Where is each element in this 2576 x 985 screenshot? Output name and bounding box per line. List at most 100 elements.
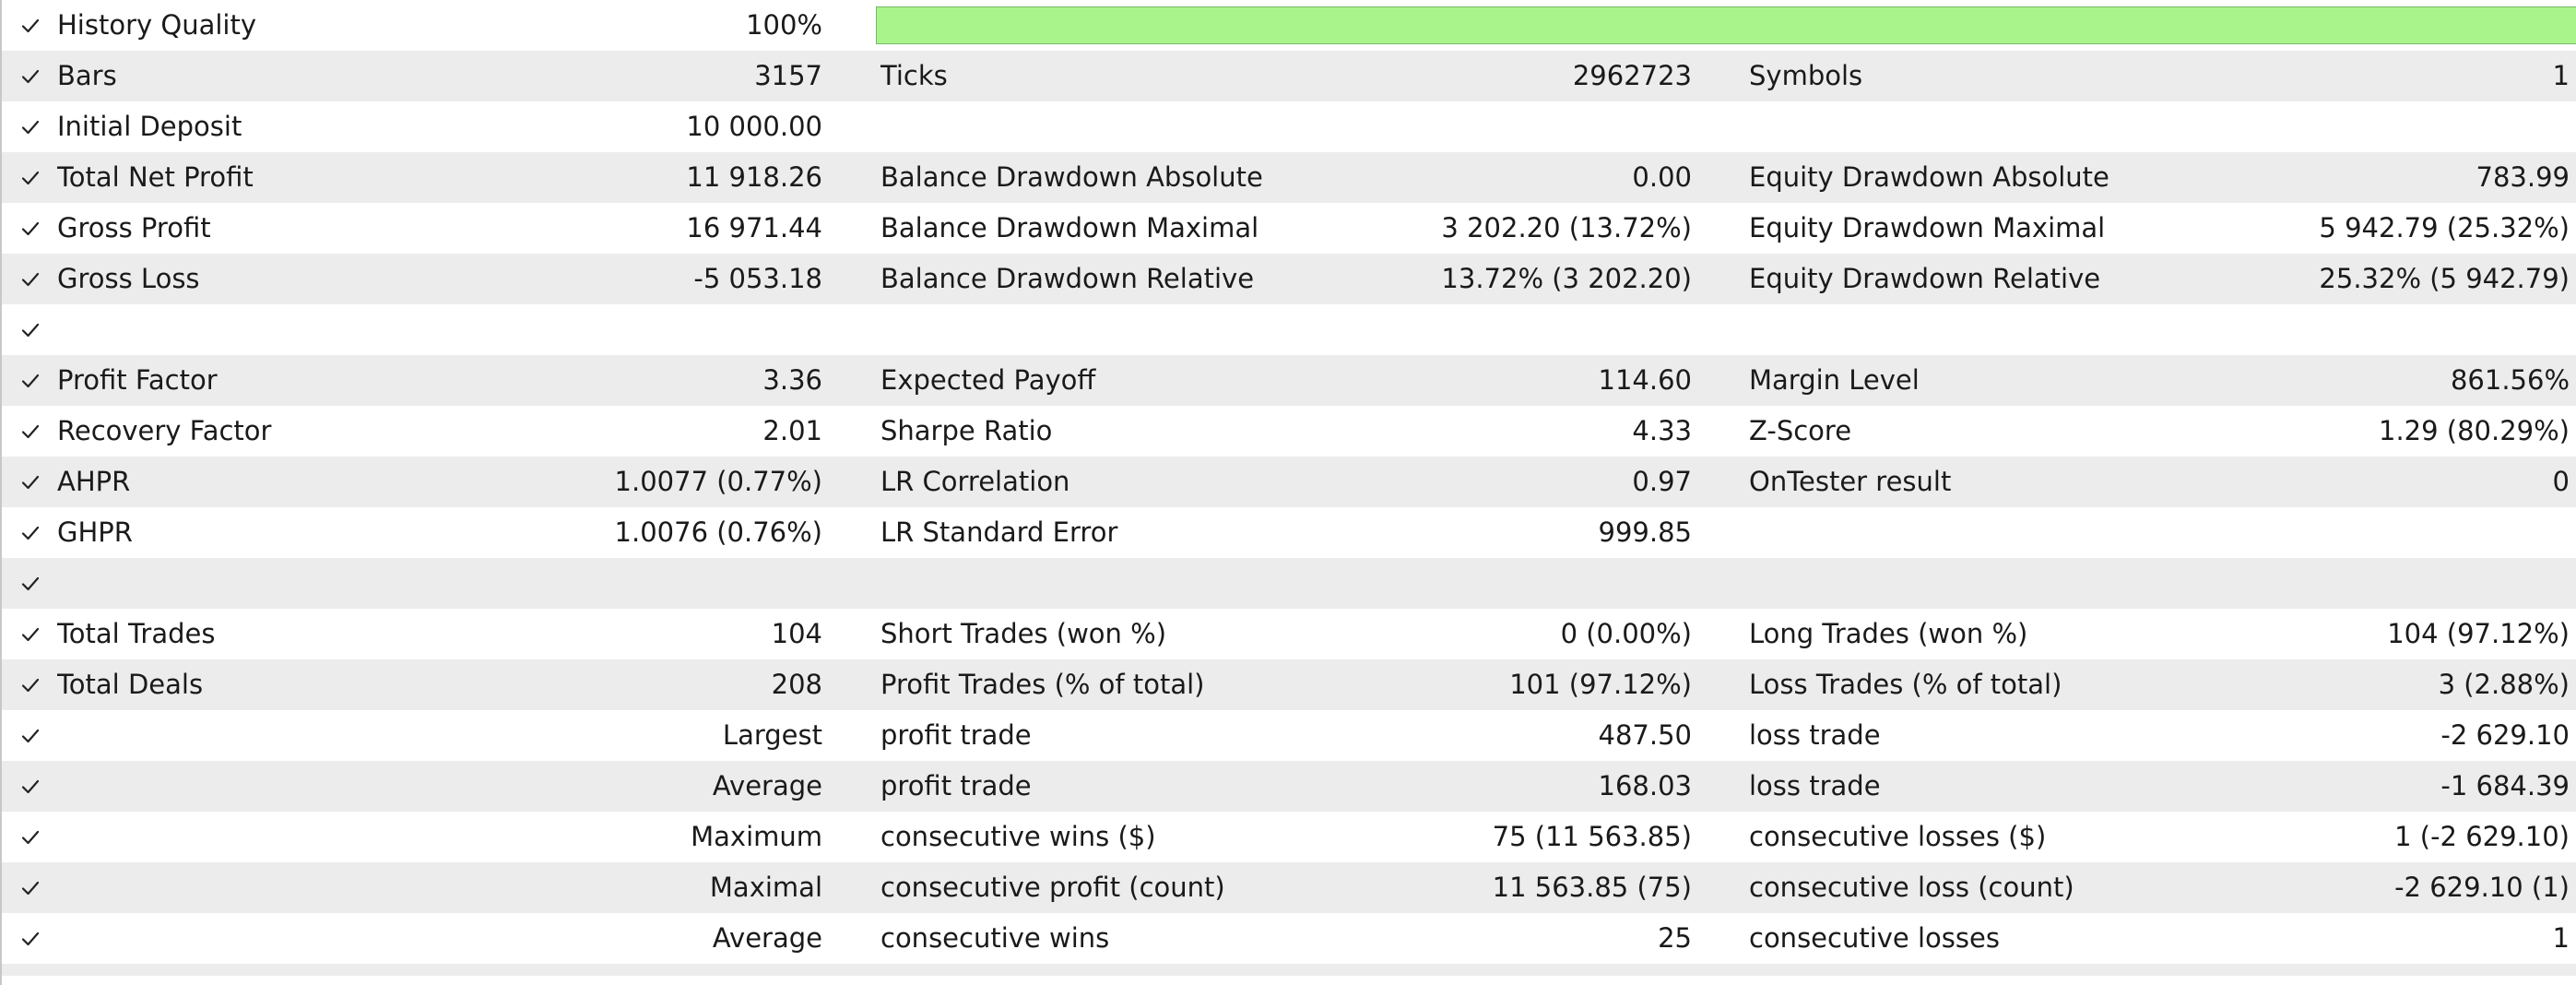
stat-value: 1 [2552, 922, 2570, 954]
stat-value: 999.85 [1598, 516, 1692, 548]
stat-label: Margin Level [1749, 364, 1920, 396]
history-quality-bar-fill [877, 7, 2576, 43]
stat-value: 3.36 [762, 364, 822, 396]
check-icon[interactable] [18, 406, 42, 457]
stat-label: Recovery Factor [57, 415, 272, 446]
stat-label: Bars [57, 60, 117, 91]
stat-value: 0.00 [1632, 161, 1692, 193]
stat-label: GHPR [57, 516, 133, 548]
stat-value [1286, 101, 1692, 152]
stat-value: 16 971.44 [686, 212, 822, 243]
report-row-maximum[interactable]: Maximum consecutive wins ($) 75 (11 563.… [2, 812, 2576, 862]
report-row-gross-profit[interactable]: Gross Profit 16 971.44 Balance Drawdown … [2, 203, 2576, 254]
stat-group-label: Maximal [709, 872, 822, 903]
report-row-gross-loss[interactable]: Gross Loss -5 053.18 Balance Drawdown Re… [2, 254, 2576, 304]
stat-group-label: Average [712, 922, 822, 954]
stat-value: 3 202.20 (13.72%) [1441, 212, 1692, 243]
stat-value: 487.50 [1598, 719, 1692, 751]
check-icon[interactable] [18, 507, 42, 558]
stat-value: 0 [2552, 466, 2570, 497]
stat-value: 783.99 [2476, 161, 2570, 193]
stat-label: consecutive wins [880, 922, 1110, 954]
stat-label: Initial Deposit [57, 111, 242, 142]
stat-label: Short Trades (won %) [880, 618, 1167, 649]
report-row-average-consecutive[interactable]: Average consecutive wins 25 consecutive … [2, 913, 2576, 964]
stat-label: Profit Trades (% of total) [880, 669, 1205, 700]
check-icon[interactable] [18, 304, 42, 355]
stat-value: 13.72% (3 202.20) [1441, 263, 1692, 294]
report-row-ghpr[interactable]: GHPR 1.0076 (0.76%) LR Standard Error 99… [2, 507, 2576, 558]
stat-value: 208 [771, 669, 822, 700]
stat-label: Expected Payoff [880, 364, 1096, 396]
check-icon[interactable] [18, 812, 42, 862]
stat-value: 1.29 (80.29%) [2379, 415, 2570, 446]
stat-value: 11 563.85 (75) [1492, 872, 1692, 903]
stat-value: 3157 [754, 60, 822, 91]
report-row-largest[interactable]: Largest profit trade 487.50 loss trade -… [2, 710, 2576, 761]
check-icon[interactable] [18, 761, 42, 812]
stat-value: 75 (11 563.85) [1492, 821, 1692, 852]
check-icon[interactable] [18, 913, 42, 964]
report-row-initial-deposit[interactable]: Initial Deposit 10 000.00 [2, 101, 2576, 152]
check-icon[interactable] [18, 710, 42, 761]
stat-label: Total Trades [57, 618, 216, 649]
stat-label: Balance Drawdown Maximal [880, 212, 1259, 243]
report-row-average[interactable]: Average profit trade 168.03 loss trade -… [2, 761, 2576, 812]
check-icon[interactable] [18, 152, 42, 203]
report-row-maximal[interactable]: Maximal consecutive profit (count) 11 56… [2, 862, 2576, 913]
check-icon[interactable] [18, 254, 42, 304]
stat-label: Gross Profit [57, 212, 211, 243]
stat-value: 4.33 [1632, 415, 1692, 446]
check-icon[interactable] [18, 51, 42, 101]
stat-value: 5 942.79 (25.32%) [2319, 212, 2570, 243]
report-row-spacer[interactable] [2, 304, 2576, 355]
report-row-total-net-profit[interactable]: Total Net Profit 11 918.26 Balance Drawd… [2, 152, 2576, 203]
stat-group-label: Average [712, 770, 822, 801]
stat-value: -5 053.18 [693, 263, 822, 294]
stat-label: Sharpe Ratio [880, 415, 1053, 446]
stat-label: Ticks [880, 60, 948, 91]
report-row-recovery-factor[interactable]: Recovery Factor 2.01 Sharpe Ratio 4.33 Z… [2, 406, 2576, 457]
stat-value: 0 (0.00%) [1560, 618, 1692, 649]
report-row-total-deals[interactable]: Total Deals 208 Profit Trades (% of tota… [2, 659, 2576, 710]
check-icon[interactable] [18, 457, 42, 507]
stat-value: 2.01 [762, 415, 822, 446]
stat-value: 1.0076 (0.76%) [614, 516, 822, 548]
stat-label: LR Correlation [880, 466, 1070, 497]
check-icon[interactable] [18, 862, 42, 913]
stat-label: loss trade [1749, 719, 1881, 751]
stat-value: 25 [1658, 922, 1692, 954]
stat-label: consecutive losses [1749, 922, 2000, 954]
check-icon[interactable] [18, 659, 42, 710]
report-row-partial [2, 964, 2576, 976]
stat-label: Total Deals [57, 669, 204, 700]
stat-label: consecutive losses ($) [1749, 821, 2047, 852]
stat-value: 101 (97.12%) [1509, 669, 1692, 700]
stat-value: -2 629.10 [2440, 719, 2570, 751]
report-row-total-trades[interactable]: Total Trades 104 Short Trades (won %) 0 … [2, 609, 2576, 659]
history-quality-value: 100% [746, 9, 822, 41]
stat-value: 104 [771, 618, 822, 649]
report-row-profit-factor[interactable]: Profit Factor 3.36 Expected Payoff 114.6… [2, 355, 2576, 406]
check-icon[interactable] [18, 355, 42, 406]
stat-label: Symbols [1749, 60, 1863, 91]
check-icon[interactable] [18, 609, 42, 659]
stat-value [2109, 507, 2570, 558]
stat-label: LR Standard Error [880, 516, 1118, 548]
stat-value: 1.0077 (0.77%) [614, 466, 822, 497]
check-icon[interactable] [18, 558, 42, 609]
stat-label: Gross Loss [57, 263, 200, 294]
report-row-bars[interactable]: Bars 3157 Ticks 2962723 Symbols 1 [2, 51, 2576, 101]
stat-label: profit trade [880, 719, 1032, 751]
stat-label: AHPR [57, 466, 131, 497]
report-row-spacer[interactable] [2, 558, 2576, 609]
check-icon[interactable] [18, 0, 42, 51]
report-row-history-quality[interactable]: History Quality 100% [2, 0, 2576, 51]
stat-value: 11 918.26 [686, 161, 822, 193]
report-row-ahpr[interactable]: AHPR 1.0077 (0.77%) LR Correlation 0.97 … [2, 457, 2576, 507]
stat-label: OnTester result [1749, 466, 1952, 497]
check-icon[interactable] [18, 101, 42, 152]
check-icon[interactable] [18, 203, 42, 254]
history-quality-label: History Quality [57, 9, 257, 41]
